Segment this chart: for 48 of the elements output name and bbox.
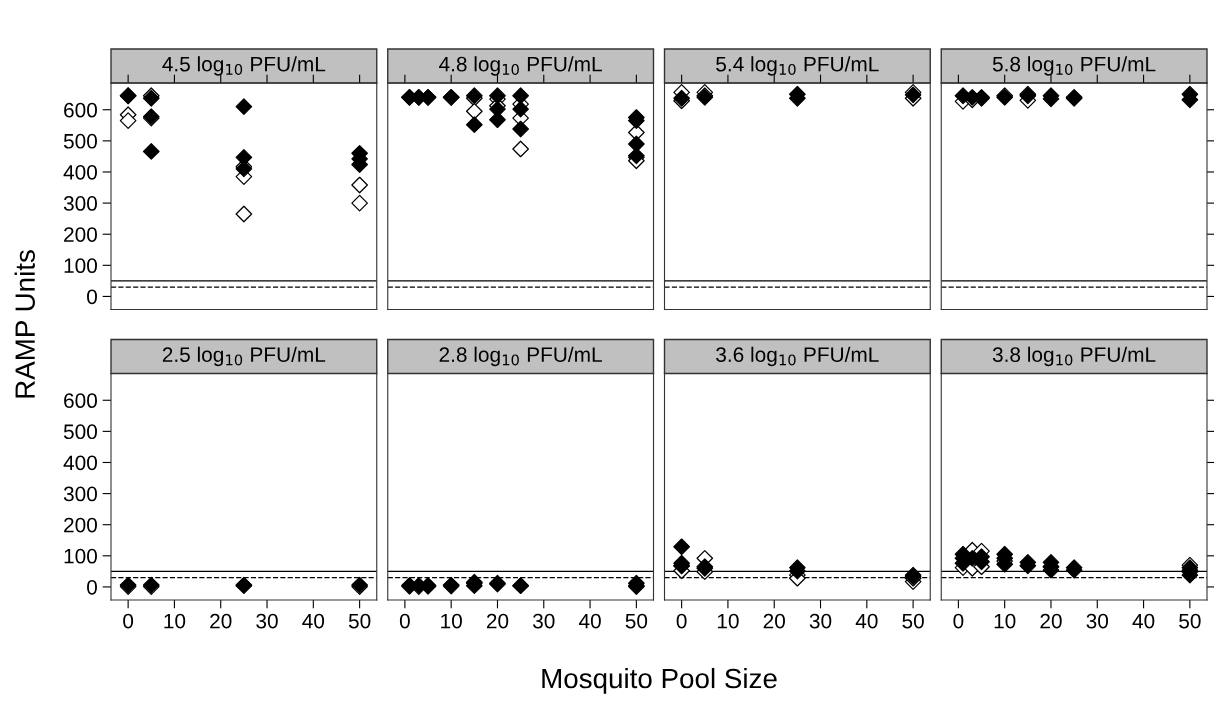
y-tick-label: 0 [87,579,97,595]
chart-title: 4.8 log$_{10}$ PFU/mL [439,56,602,76]
x-tick-label: 0 [676,613,687,629]
y-tick-label: 300 [63,196,97,211]
x-tick-label: 50 [1179,613,1201,629]
chart-title: 3.6 log$_{10}$ PFU/mL [716,346,879,367]
y-tick-label: 200 [64,517,97,533]
y-tick-label: 500 [63,424,97,440]
x-tick-label: 10 [717,613,739,629]
y-axis-title: RAMP Units [14,250,35,398]
x-tick-label: 40 [302,613,325,629]
y-tick-label: 300 [63,486,97,502]
x-tick-label: 20 [210,613,232,629]
y-tick-label: 100 [64,258,97,274]
x-tick-label: 30 [532,613,555,629]
x-tick-label: 10 [164,613,186,629]
y-tick-label: 0 [87,289,97,305]
chart-title: 2.8 log$_{10}$ PFU/mL [439,346,602,367]
x-tick-label: 40 [855,613,878,629]
y-tick-label: 100 [64,548,97,564]
x-tick-label: 0 [399,613,410,629]
chart-title: 2.5 log$_{10}$ PFU/mL [162,346,326,367]
y-tick-label: 500 [63,133,97,149]
y-tick-label: 600 [64,393,97,409]
chart-title: 5.8 log$_{10}$ PFU/mL [992,56,1156,76]
x-tick-label: 20 [1040,613,1062,629]
x-axis-title: Mosquito Pool Size [542,667,777,694]
x-tick-label: 30 [1086,613,1109,629]
x-tick-label: 50 [348,613,371,629]
x-tick-label: 0 [123,613,134,629]
y-tick-label: 600 [64,102,97,118]
y-tick-label: 200 [64,227,97,242]
y-tick-label: 400 [63,455,97,471]
chart-title: 5.4 log$_{10}$ PFU/mL [716,56,879,76]
x-tick-label: 10 [994,613,1016,629]
chart-title: 3.8 log$_{10}$ PFU/mL [992,346,1156,367]
chart-title: 4.5 log$_{10}$ PFU/mL [162,56,326,76]
x-tick-label: 30 [256,613,278,629]
x-tick-label: 40 [578,613,601,629]
x-tick-label: 10 [441,613,462,629]
x-tick-label: 30 [809,613,832,629]
x-tick-label: 0 [953,613,964,629]
x-tick-label: 50 [902,613,924,629]
y-tick-label: 400 [63,164,97,180]
x-tick-label: 20 [763,613,785,629]
x-tick-label: 40 [1132,613,1155,629]
x-tick-label: 20 [486,613,509,629]
x-tick-label: 50 [625,613,648,629]
